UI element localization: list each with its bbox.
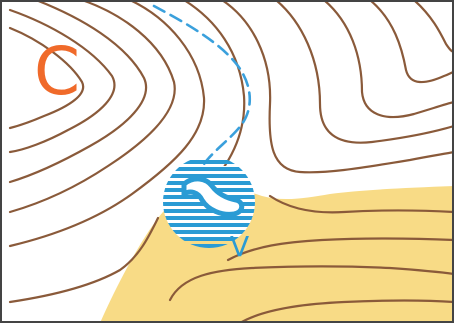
contour-line: [220, 0, 454, 174]
pond-stripe: [163, 223, 255, 227]
contour-line: [226, 237, 454, 262]
contour-line: [8, 0, 147, 184]
label-v: V: [230, 230, 249, 263]
contour-line: [168, 265, 454, 302]
open-land-area: [100, 185, 454, 323]
contour-line: [238, 299, 454, 323]
pond-stripe: [163, 216, 255, 220]
label-c: C: [34, 33, 80, 110]
contour-line: [412, 0, 454, 54]
contour-line: [322, 0, 454, 119]
contour-line: [8, 216, 160, 304]
contour-line: [8, 8, 116, 154]
pond-stripe: [163, 167, 255, 171]
contour-lines: [8, 0, 454, 323]
contour-line: [368, 0, 454, 84]
pond-stripe: [163, 237, 255, 241]
contour-line: [8, 26, 85, 130]
contour-line: [8, 0, 176, 214]
pond-stripe: [163, 230, 255, 234]
pond-stripe: [163, 160, 255, 164]
pond-stripe: [163, 209, 255, 213]
contour-line: [182, 0, 246, 172]
stream-dashed: [152, 4, 252, 166]
contour-line: [268, 194, 454, 214]
pond-stripe: [163, 244, 255, 248]
contour-line: [8, 0, 206, 248]
contour-line: [274, 0, 454, 144]
depression-symbol: [181, 176, 245, 217]
pond-stripe: [163, 174, 255, 178]
